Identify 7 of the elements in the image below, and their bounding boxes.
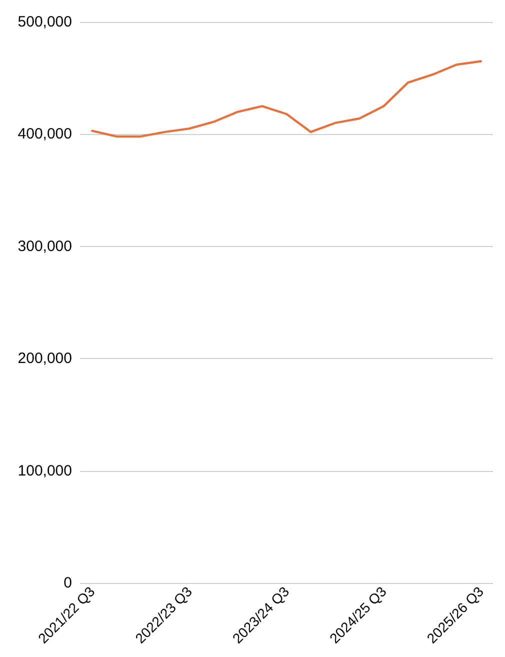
y-tick-label: 500,000 xyxy=(18,14,72,30)
line-series xyxy=(91,60,482,138)
y-tick-label: 300,000 xyxy=(18,238,72,255)
y-tick-label: 100,000 xyxy=(18,462,72,480)
y-tick-label: 0 xyxy=(64,574,72,592)
y-tick-label: 400,000 xyxy=(18,126,72,143)
y-tick-label: 200,000 xyxy=(18,350,72,368)
